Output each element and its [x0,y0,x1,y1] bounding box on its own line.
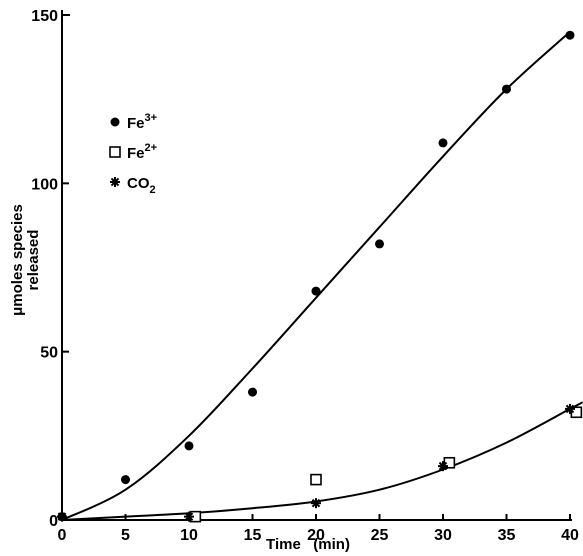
data-point [311,286,321,296]
y-axis-label: μmoles species released [9,204,42,316]
legend-marker [109,146,121,158]
data-point [121,475,130,485]
x-tick-label: 35 [498,527,516,544]
axes [61,10,572,521]
legend-label: Fe2+ [127,142,157,162]
x-tick-label: 5 [121,527,130,544]
data-point [310,473,322,486]
fit-curve [61,401,583,521]
x-ticks: 0 5 10 15 20 25 30 35 40 [58,514,579,544]
x-tick-label: 10 [180,527,198,544]
legend-label: Fe3+ [127,112,157,132]
data-point [184,441,194,451]
data-point [438,461,448,472]
y-tick-label: 50 [40,345,58,362]
x-tick-label: 20 [307,527,325,544]
data-point [311,498,321,509]
legend-label: CO2 [127,175,156,196]
data-point [502,84,511,94]
y-axis-label-line2: released [25,230,42,291]
fit-curve [61,31,571,521]
legend: Fe3+ Fe2+ CO2 [109,112,157,196]
data-point [438,138,448,148]
y-tick-label: 100 [31,176,58,193]
data-point [443,456,456,469]
data-point [375,239,384,249]
x-axis-label: Time (min) [266,536,350,553]
legend-marker [110,117,120,127]
y-tick-label: 150 [31,8,58,25]
data-point [57,511,67,522]
y-tick-label: 0 [49,513,58,530]
legend-marker [110,177,120,187]
data-points [57,30,583,523]
data-point [570,406,583,419]
x-tick-label: 30 [434,527,452,544]
data-point [565,30,575,40]
y-axis-label-line1: μmoles species [9,204,26,316]
x-tick-label: 0 [58,527,67,544]
data-point [184,511,194,522]
fit-curves [61,31,583,521]
data-point [248,387,257,397]
x-tick-label: 15 [244,527,262,544]
data-point [565,403,575,414]
x-tick-label: 25 [371,527,389,544]
x-tick-label: 40 [561,527,579,544]
